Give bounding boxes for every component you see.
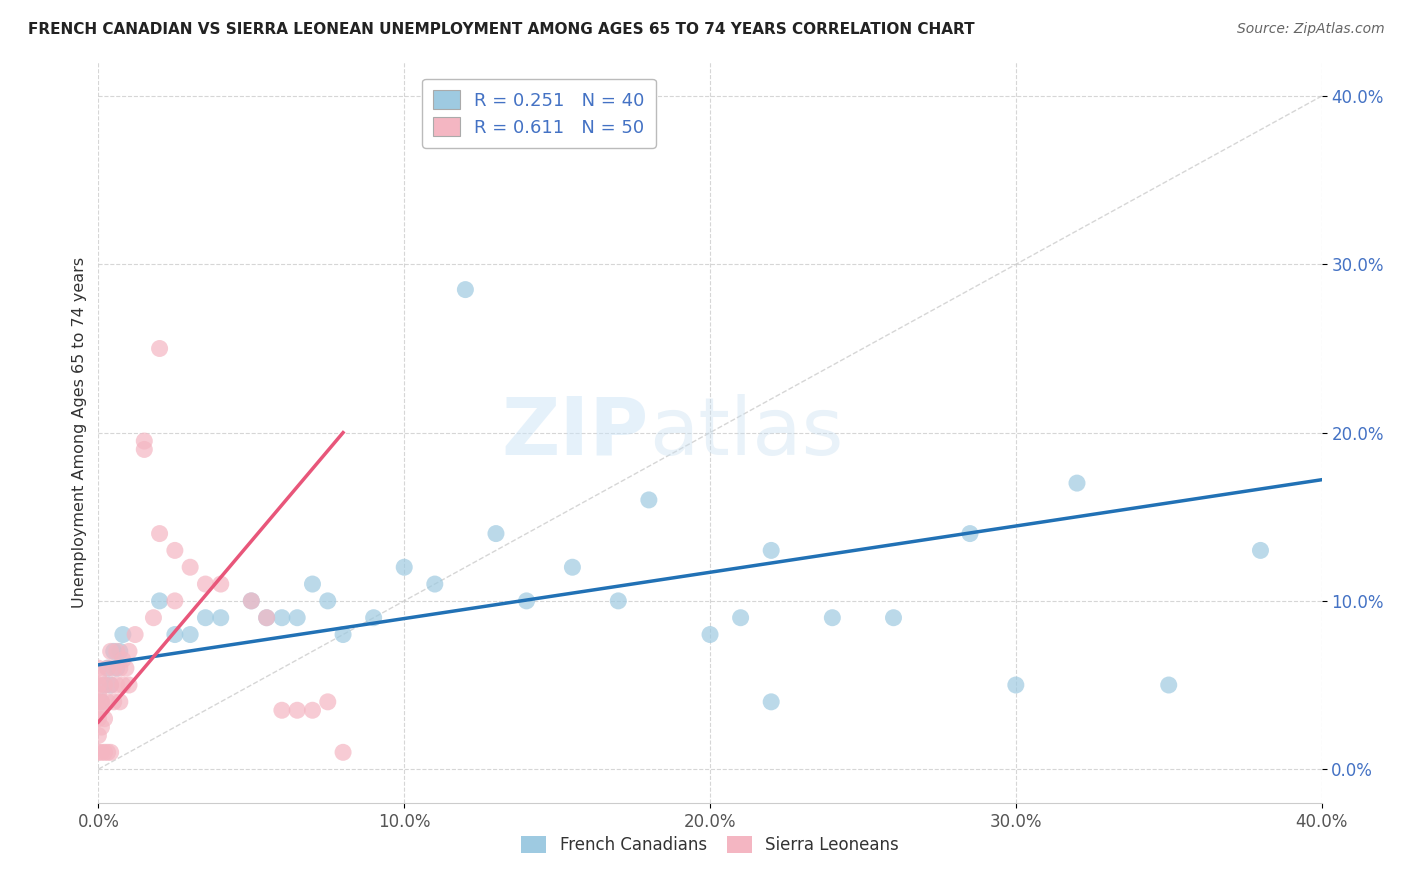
Point [363, 611, 385, 625]
Point [118, 644, 141, 658]
Point [256, 611, 278, 625]
Point [105, 644, 128, 658]
Point [316, 594, 339, 608]
Point [730, 611, 752, 625]
Point [209, 577, 232, 591]
Point [100, 678, 122, 692]
Point [111, 627, 134, 641]
Point [134, 434, 156, 448]
Y-axis label: Unemployment Among Ages 65 to 74 years: Unemployment Among Ages 65 to 74 years [72, 257, 87, 608]
Point [607, 594, 630, 608]
Point [332, 627, 354, 641]
Text: atlas: atlas [648, 393, 844, 472]
Point [149, 526, 172, 541]
Point [270, 611, 292, 625]
Point [270, 703, 292, 717]
Point [179, 560, 201, 574]
Point [256, 611, 278, 625]
Point [108, 661, 131, 675]
Legend: French Canadians, Sierra Leoneans: French Canadians, Sierra Leoneans [515, 830, 905, 861]
Point [194, 611, 217, 625]
Point [821, 611, 844, 625]
Point [134, 442, 156, 457]
Point [90, 695, 112, 709]
Point [87, 686, 110, 700]
Point [100, 644, 122, 658]
Point [423, 577, 446, 591]
Point [301, 577, 323, 591]
Point [108, 695, 131, 709]
Text: Source: ZipAtlas.com: Source: ZipAtlas.com [1237, 22, 1385, 37]
Point [163, 627, 186, 641]
Point [1157, 678, 1180, 692]
Point [485, 526, 508, 541]
Point [637, 492, 661, 507]
Point [111, 678, 134, 692]
Point [90, 745, 112, 759]
Point [97, 745, 120, 759]
Point [93, 678, 115, 692]
Point [87, 703, 110, 717]
Point [100, 678, 122, 692]
Point [90, 695, 112, 709]
Point [759, 543, 782, 558]
Point [105, 661, 128, 675]
Point [179, 627, 201, 641]
Point [392, 560, 416, 574]
Text: FRENCH CANADIAN VS SIERRA LEONEAN UNEMPLOYMENT AMONG AGES 65 TO 74 YEARS CORRELA: FRENCH CANADIAN VS SIERRA LEONEAN UNEMPL… [28, 22, 974, 37]
Point [316, 695, 339, 709]
Point [1249, 543, 1271, 558]
Point [115, 661, 138, 675]
Point [87, 695, 110, 709]
Point [1066, 476, 1088, 491]
Point [87, 712, 110, 726]
Point [87, 745, 110, 759]
Point [118, 678, 141, 692]
Point [93, 678, 115, 692]
Point [454, 283, 477, 297]
Point [149, 594, 172, 608]
Point [561, 560, 583, 574]
Point [97, 661, 120, 675]
Point [759, 695, 782, 709]
Point [93, 712, 115, 726]
Point [883, 611, 905, 625]
Point [97, 661, 120, 675]
Point [87, 678, 110, 692]
Point [142, 611, 165, 625]
Point [209, 611, 232, 625]
Point [103, 644, 125, 658]
Point [90, 720, 112, 734]
Point [97, 695, 120, 709]
Point [103, 661, 125, 675]
Point [285, 703, 308, 717]
Point [516, 594, 538, 608]
Point [699, 627, 721, 641]
Point [194, 577, 217, 591]
Point [108, 644, 131, 658]
Point [163, 594, 186, 608]
Point [332, 745, 354, 759]
Point [240, 594, 263, 608]
Point [301, 703, 323, 717]
Point [93, 745, 115, 759]
Point [100, 745, 122, 759]
Point [959, 526, 981, 541]
Point [87, 670, 110, 684]
Point [87, 661, 110, 675]
Point [285, 611, 308, 625]
Point [1004, 678, 1026, 692]
Point [105, 678, 128, 692]
Point [240, 594, 263, 608]
Point [124, 627, 146, 641]
Point [103, 695, 125, 709]
Text: ZIP: ZIP [502, 393, 648, 472]
Point [163, 543, 186, 558]
Point [111, 653, 134, 667]
Point [149, 342, 172, 356]
Point [87, 729, 110, 743]
